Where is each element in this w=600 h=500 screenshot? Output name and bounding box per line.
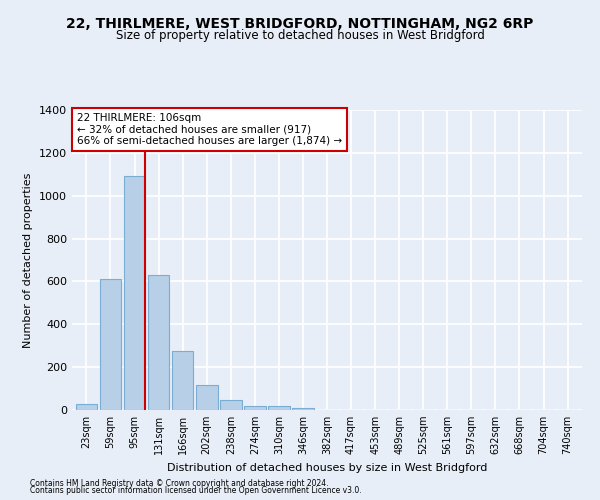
- Bar: [172, 351, 193, 410]
- Text: Contains HM Land Registry data © Crown copyright and database right 2024.: Contains HM Land Registry data © Crown c…: [30, 478, 329, 488]
- Bar: [196, 386, 218, 410]
- Bar: [244, 406, 266, 410]
- Text: Contains public sector information licensed under the Open Government Licence v3: Contains public sector information licen…: [30, 486, 362, 495]
- Text: 22, THIRLMERE, WEST BRIDGFORD, NOTTINGHAM, NG2 6RP: 22, THIRLMERE, WEST BRIDGFORD, NOTTINGHA…: [67, 18, 533, 32]
- Text: 22 THIRLMERE: 106sqm
← 32% of detached houses are smaller (917)
66% of semi-deta: 22 THIRLMERE: 106sqm ← 32% of detached h…: [77, 113, 342, 146]
- Bar: [148, 275, 169, 410]
- Bar: [292, 408, 314, 410]
- Bar: [124, 176, 145, 410]
- Bar: [268, 406, 290, 410]
- X-axis label: Distribution of detached houses by size in West Bridgford: Distribution of detached houses by size …: [167, 462, 487, 472]
- Y-axis label: Number of detached properties: Number of detached properties: [23, 172, 34, 348]
- Text: Size of property relative to detached houses in West Bridgford: Size of property relative to detached ho…: [116, 29, 484, 42]
- Bar: [220, 400, 242, 410]
- Bar: [100, 280, 121, 410]
- Bar: [76, 404, 97, 410]
